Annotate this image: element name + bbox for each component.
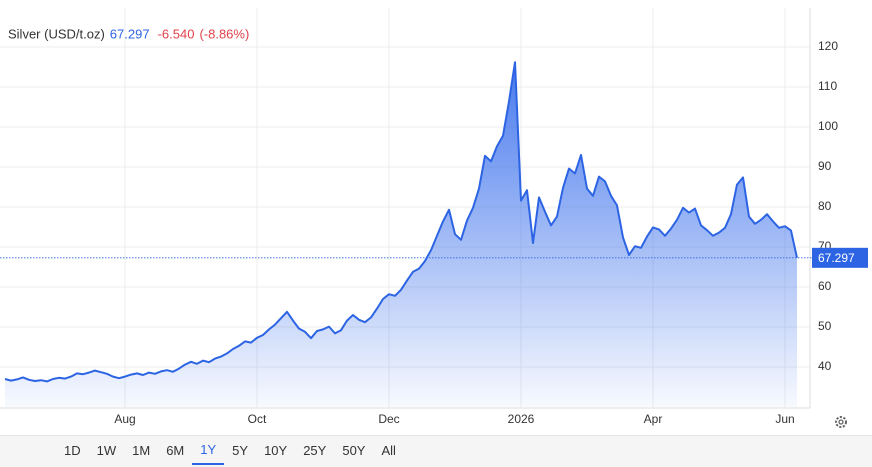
x-tick-label: 2026 <box>508 412 535 426</box>
y-tick-label: 80 <box>818 199 832 213</box>
range-button[interactable]: 1W <box>96 443 117 458</box>
y-tick-label: 120 <box>818 39 838 53</box>
y-tick-label: 60 <box>818 279 832 293</box>
range-button[interactable]: 1Y <box>192 438 225 465</box>
range-bar: 1D 1W 1M 6M 1Y 5Y 10Y 25Y 50Y All <box>0 435 872 467</box>
x-tick-label: Apr <box>644 412 663 426</box>
settings-icon[interactable] <box>835 416 847 428</box>
price-change: -6.540 <box>158 26 195 41</box>
y-tick-label: 100 <box>818 119 838 133</box>
x-tick-label: Jun <box>775 412 794 426</box>
range-button[interactable]: 10Y <box>264 443 288 458</box>
range-button[interactable]: 1D <box>64 443 81 458</box>
chart-title: Silver (USD/t.oz) <box>8 26 105 41</box>
range-button[interactable]: 5Y <box>232 443 249 458</box>
range-button[interactable]: 1M <box>132 443 151 458</box>
last-value-label: 67.297 <box>818 251 855 265</box>
range-button[interactable]: 50Y <box>342 443 366 458</box>
y-tick-label: 110 <box>818 79 837 93</box>
x-tick-label: Oct <box>248 412 267 426</box>
last-value-badge <box>812 247 868 268</box>
line <box>4 61 798 383</box>
y-tick-label: 50 <box>818 319 832 333</box>
range-button[interactable]: 6M <box>166 443 185 458</box>
area <box>5 62 797 407</box>
y-tick-label: 40 <box>818 359 832 373</box>
y-tick-label: 90 <box>818 159 832 173</box>
price-change-pct: (-8.86%) <box>199 26 249 41</box>
x-tick-label: Dec <box>378 412 399 426</box>
x-tick-label: Aug <box>114 412 135 426</box>
range-button[interactable]: All <box>381 443 396 458</box>
last-price: 67.297 <box>110 26 150 41</box>
range-button[interactable]: 25Y <box>303 443 327 458</box>
